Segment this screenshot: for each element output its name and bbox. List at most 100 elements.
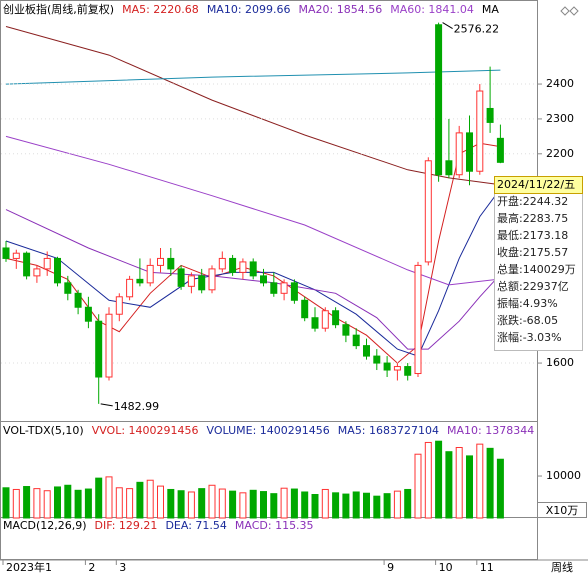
candle-body: [249, 261, 257, 277]
info-text: 最高:2283.75: [497, 211, 568, 225]
candle-body: [383, 362, 391, 371]
candle-body: [208, 268, 216, 291]
volume-bar: [12, 488, 20, 519]
volume-bar: [2, 487, 10, 519]
candle-body: [146, 264, 154, 284]
volume-bar: [208, 484, 216, 519]
volume-bar: [157, 485, 164, 519]
candle-body: [12, 252, 20, 259]
volume-bar: [393, 490, 401, 519]
volume-bar: [270, 493, 278, 519]
period-label: 周线: [551, 560, 573, 574]
candle-body: [54, 257, 61, 284]
candle-body: [352, 334, 360, 347]
volume-bar: [363, 492, 370, 519]
y-tick-label: 2300: [546, 112, 574, 125]
candle-body: [414, 264, 422, 375]
info-text: 振幅:4.93%: [497, 296, 558, 310]
candle-body: [280, 282, 288, 294]
volume-bar: [332, 492, 340, 519]
volume-bar: [146, 479, 154, 519]
volume-bar: [64, 484, 72, 519]
volume-bar: [424, 441, 432, 519]
volume-bar: [43, 490, 51, 519]
y-tick-label: 10000: [546, 469, 581, 482]
volume-bar: [23, 486, 31, 519]
volume-bar: [383, 493, 391, 519]
volume-bar: [496, 458, 504, 519]
candle-body: [393, 366, 401, 371]
x-tick-label: 11: [480, 561, 494, 574]
candle-body: [476, 90, 484, 172]
volume-bar: [301, 491, 309, 519]
volume-bar: [218, 488, 226, 519]
header-item: MA10: 1378344: [447, 424, 534, 437]
volume-bar: [455, 447, 463, 519]
high-annotation: 2576.22: [454, 23, 500, 36]
volume-bar: [486, 447, 494, 519]
info-text: 2024/11/22/五: [497, 178, 575, 191]
info-text: 最低:2173.18: [497, 229, 568, 242]
volume-bar: [95, 477, 103, 519]
volume-bar: [74, 489, 82, 519]
candle-body: [105, 313, 113, 378]
volume-unit: X10万: [546, 504, 579, 517]
volume-bar: [352, 491, 360, 519]
header-item: VVOL: 1400291456: [92, 424, 199, 437]
candle-body: [43, 257, 51, 270]
volume-bar: [342, 493, 350, 519]
volume-bar: [414, 453, 422, 519]
candle-body: [126, 278, 134, 298]
info-date-box: [494, 176, 583, 194]
candle-body: [290, 282, 298, 301]
icon: [560, 6, 570, 16]
volume-bar: [136, 481, 144, 519]
unit-box: [537, 502, 587, 518]
info-text: 开盘:2244.32: [497, 194, 568, 208]
volume-bar: [33, 488, 41, 519]
volume-bar: [466, 455, 473, 519]
header-item: DEA: 71.54: [165, 519, 226, 532]
volume-bar: [84, 488, 92, 519]
info-text: 总量:140029万: [497, 262, 576, 276]
y-tick-label: 2400: [546, 77, 574, 90]
icon: [569, 6, 579, 16]
candle-body: [311, 317, 319, 329]
candle-body: [74, 292, 82, 308]
candle-body: [187, 275, 195, 287]
candle-body: [373, 355, 381, 364]
header-item: MA5: 1683727104: [338, 424, 439, 437]
candle-body: [95, 320, 103, 378]
header-item: MACD(12,26,9): [3, 519, 87, 532]
candle-body: [229, 257, 237, 273]
candle-body: [270, 282, 278, 294]
candle-body: [239, 261, 247, 273]
x-tick-label: 2: [88, 561, 95, 574]
info-text: 涨幅:-3.03%: [497, 331, 562, 344]
x-tick-label: 2023年1: [6, 560, 52, 574]
volume-bar: [373, 495, 381, 519]
volume-bar: [435, 440, 443, 519]
candle-body: [455, 132, 463, 176]
candle-body: [424, 160, 432, 263]
candle-body: [486, 107, 494, 123]
candle-body: [260, 275, 267, 284]
volume-bar: [229, 490, 237, 519]
candle-body: [177, 268, 185, 287]
volume-bar: [54, 486, 61, 519]
volume-bar: [105, 476, 113, 519]
header-item: MA20: 1854.56: [299, 3, 383, 16]
candle-body: [23, 252, 31, 277]
volume-bar: [476, 443, 484, 519]
candle-body: [466, 132, 473, 172]
info-text: 涨跌:-68.05: [497, 313, 558, 327]
header-item: VOLUME: 1400291456: [207, 424, 330, 437]
info-text: 收盘:2175.57: [497, 245, 568, 259]
candle-body: [435, 24, 443, 176]
header-item: MACD: 115.35: [235, 519, 314, 532]
candle-body: [363, 345, 370, 357]
header-item: DIF: 129.21: [95, 519, 158, 532]
header-item: VOL-TDX(5,10): [3, 424, 84, 437]
candle-body: [496, 137, 504, 163]
